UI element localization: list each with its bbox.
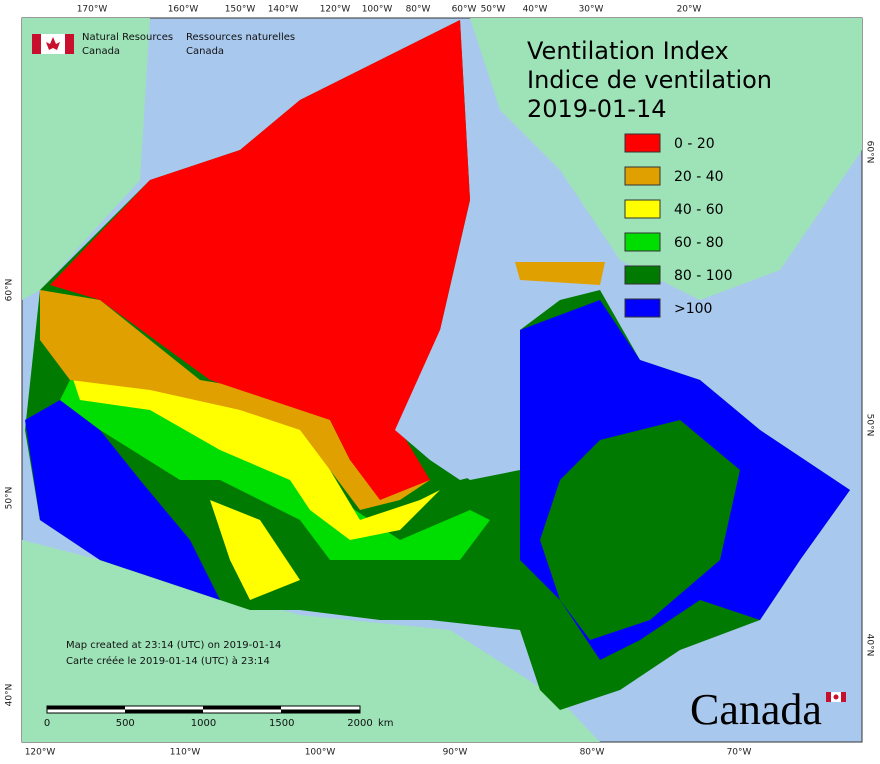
graticule-label: 50°N bbox=[5, 487, 15, 510]
title-fr: Indice de ventilation bbox=[527, 66, 772, 94]
legend-swatch bbox=[624, 166, 661, 186]
legend-label: 60 - 80 bbox=[674, 235, 724, 251]
scale-label: 1000 bbox=[191, 718, 216, 729]
graticule-label: 20°W bbox=[677, 5, 702, 15]
graticule-label: 110°W bbox=[170, 748, 201, 758]
graticule-label: 50°W bbox=[481, 5, 506, 15]
graticule-label: 160°W bbox=[168, 5, 199, 15]
agency-fr: Ressources naturelles bbox=[186, 32, 295, 43]
graticule-label: 70°W bbox=[727, 748, 752, 758]
agency-logo bbox=[32, 34, 74, 54]
graticule-label: 50°N bbox=[865, 414, 875, 437]
graticule-label: 150°W bbox=[225, 5, 256, 15]
neighbour-land bbox=[22, 18, 862, 742]
graticule-label: 140°W bbox=[268, 5, 299, 15]
legend-swatch bbox=[624, 232, 661, 252]
scale-label: 1500 bbox=[269, 718, 294, 729]
scale-bar bbox=[46, 705, 361, 714]
credit-fr: Carte créée le 2019-01-14 (UTC) à 23:14 bbox=[66, 655, 270, 667]
canada-map bbox=[25, 20, 850, 710]
graticule-label: 60°N bbox=[865, 141, 875, 164]
legend-label: 0 - 20 bbox=[674, 136, 715, 152]
scale-label: 2000 bbox=[347, 718, 372, 729]
graticule-label: 80°W bbox=[406, 5, 431, 15]
wordmark: Canada bbox=[690, 685, 822, 734]
credit-en: Map created at 23:14 (UTC) on 2019-01-14 bbox=[66, 640, 281, 651]
graticule-label: 60°N bbox=[5, 279, 15, 302]
scale-unit: km bbox=[378, 718, 394, 729]
agency-en: Natural Resources bbox=[82, 32, 173, 43]
graticule-label: 40°N bbox=[865, 634, 875, 657]
graticule-label: 40°N bbox=[5, 684, 15, 707]
graticule-label: 100°W bbox=[305, 748, 336, 758]
scale-label: 0 bbox=[44, 718, 50, 729]
legend-label: 80 - 100 bbox=[674, 268, 733, 284]
canada-flag-small bbox=[826, 692, 846, 702]
title-date: 2019-01-14 bbox=[527, 95, 666, 123]
graticule-label: 120°W bbox=[25, 748, 56, 758]
graticule-label: 80°W bbox=[580, 748, 605, 758]
agency-fr-country: Canada bbox=[186, 46, 224, 57]
legend-label: >100 bbox=[674, 301, 712, 317]
legend-swatch bbox=[624, 133, 661, 153]
legend-swatch bbox=[624, 199, 661, 219]
legend-label: 40 - 60 bbox=[674, 202, 724, 218]
scale-label: 500 bbox=[116, 718, 135, 729]
graticule-label: 90°W bbox=[443, 748, 468, 758]
legend-label: 20 - 40 bbox=[674, 169, 724, 185]
agency-en-country: Canada bbox=[82, 46, 120, 57]
graticule-label: 170°W bbox=[77, 5, 108, 15]
title-en: Ventilation Index bbox=[527, 37, 729, 65]
legend-swatch bbox=[624, 298, 661, 318]
graticule-label: 120°W bbox=[320, 5, 351, 15]
graticule-label: 30°W bbox=[579, 5, 604, 15]
graticule-label: 40°W bbox=[523, 5, 548, 15]
graticule-label: 60°W bbox=[452, 5, 477, 15]
legend-swatch bbox=[624, 265, 661, 285]
graticule-label: 100°W bbox=[362, 5, 393, 15]
